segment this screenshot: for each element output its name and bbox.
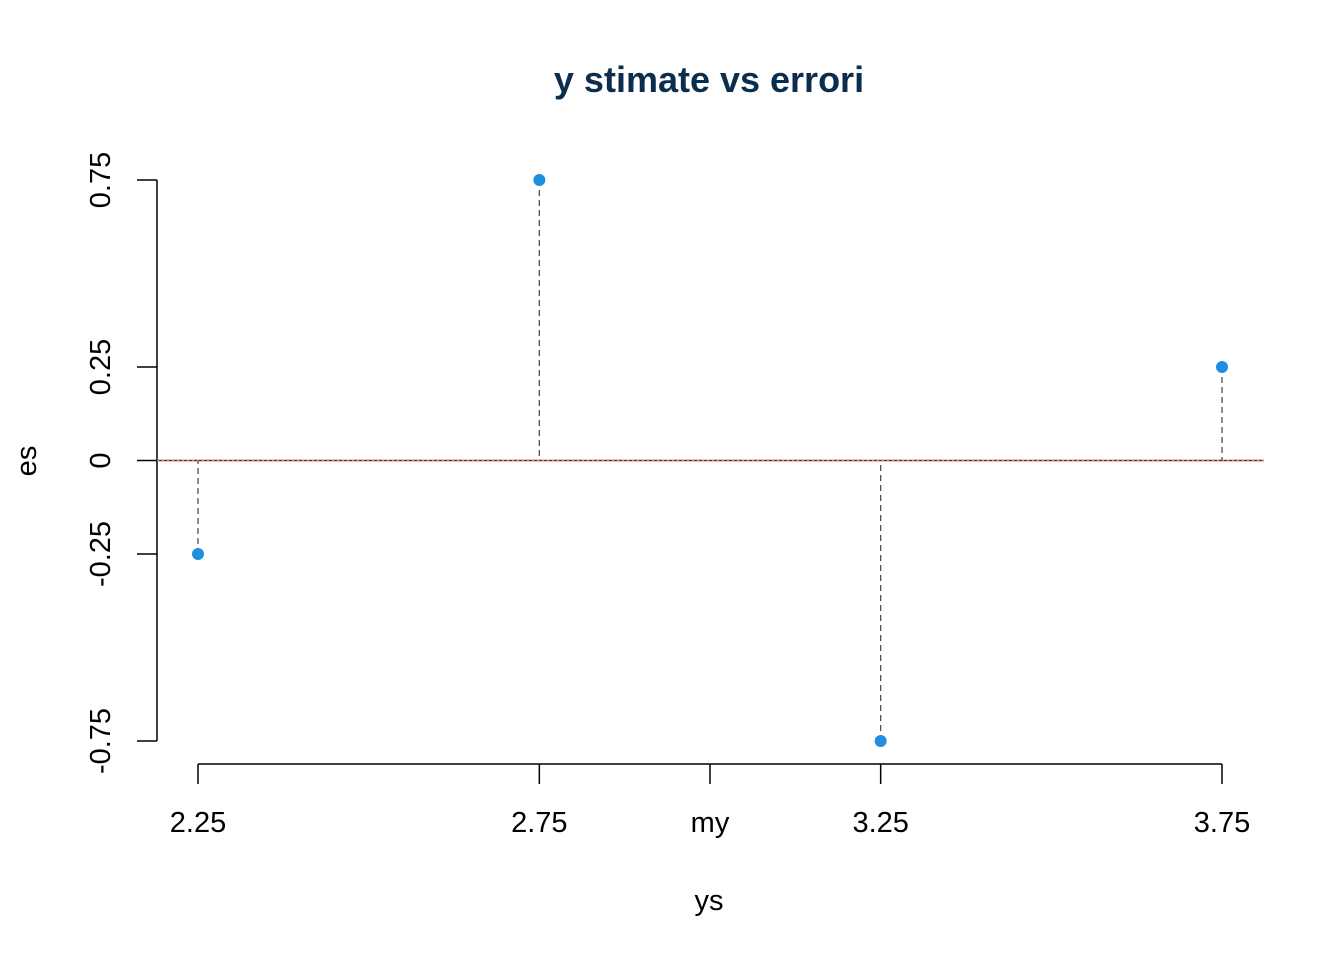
y-tick-label: 0.75 [85, 152, 117, 208]
data-points [192, 174, 1228, 747]
data-point [533, 174, 546, 186]
y-tick-label: -0.25 [85, 521, 117, 587]
x-tick-label: 2.25 [170, 807, 226, 839]
x-axis-title: ys [695, 885, 724, 917]
y-axis-title: es [11, 446, 43, 477]
data-point [874, 735, 887, 747]
x-tick-label: my [691, 807, 730, 839]
x-tick-label: 3.75 [1194, 807, 1250, 839]
x-tick-label: 2.75 [511, 807, 567, 839]
y-tick-label: -0.75 [85, 708, 117, 774]
axes: -0.75 -0.25 0 0.25 0.75 2.25 2.75 my 3.25 3.75 [85, 152, 1264, 839]
chart-title: y stimate vs errori [554, 59, 864, 100]
data-point [192, 548, 204, 560]
drop-lines [197, 180, 1223, 741]
y-tick-label: 0 [85, 452, 117, 468]
data-point [1216, 361, 1228, 373]
x-tick-label: 3.25 [852, 807, 908, 839]
y-tick-label: 0.25 [85, 339, 117, 395]
